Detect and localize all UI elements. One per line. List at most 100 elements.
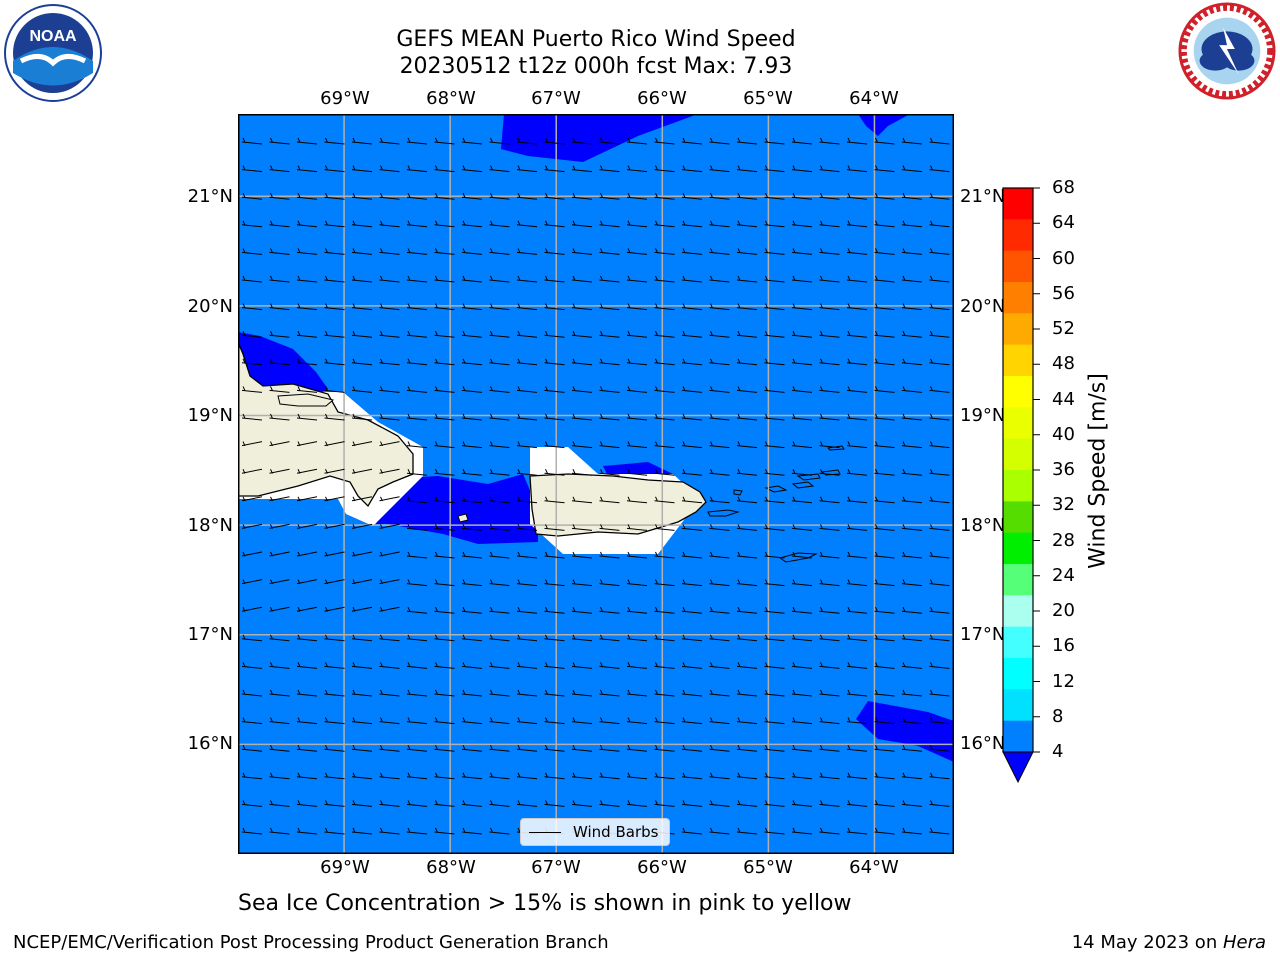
wind-barb <box>269 606 290 612</box>
wind-barb <box>764 634 785 642</box>
legend: Wind Barbs <box>520 818 670 846</box>
wind-barb <box>901 330 923 338</box>
wind-barb <box>489 192 510 200</box>
wind-barb <box>709 441 730 449</box>
wind-barb <box>351 772 373 780</box>
wind-barb <box>461 358 483 366</box>
wind-barb <box>461 192 483 200</box>
wind-barb <box>379 358 400 366</box>
wind-barb <box>351 192 373 200</box>
wind-barb <box>819 744 840 752</box>
wind-barb <box>571 744 593 752</box>
wind-barb <box>599 192 620 200</box>
wind-barb <box>874 413 895 421</box>
wind-barb <box>434 386 455 393</box>
lat-tick-right: 17°N <box>960 624 1006 645</box>
wind-barb <box>874 634 895 642</box>
wind-barb <box>819 441 840 449</box>
wind-barb <box>434 662 455 669</box>
wind-barb <box>736 744 758 752</box>
wind-barb <box>929 441 950 449</box>
colorbar-tick-label: 12 <box>1052 670 1075 692</box>
wind-barb <box>379 248 400 255</box>
wind-barb <box>516 165 538 173</box>
wind-barb <box>626 165 648 173</box>
wind-barb <box>709 579 730 587</box>
wind-barb <box>709 662 730 669</box>
wind-barb <box>709 358 730 366</box>
wind-barb <box>406 551 428 559</box>
wind-barb <box>626 551 648 559</box>
wind-barb <box>296 634 318 642</box>
wind-barb <box>269 800 290 807</box>
wind-barb <box>434 634 455 642</box>
wind-barb <box>709 524 730 531</box>
colorbar-bin <box>1003 407 1033 440</box>
wind-barb <box>544 137 565 145</box>
wind-barb <box>819 579 840 587</box>
wind-barb <box>709 248 730 255</box>
wind-barb <box>874 579 895 587</box>
wind-barb <box>434 717 455 725</box>
wind-barb <box>461 689 483 697</box>
wind-barb <box>901 275 923 283</box>
wind-barb <box>241 303 263 311</box>
wind-barb <box>269 275 290 283</box>
colorbar-tick-label: 64 <box>1052 212 1075 234</box>
wind-barb <box>379 689 400 697</box>
wind-barb <box>461 662 483 669</box>
wind-barb <box>846 220 868 228</box>
wind-barb <box>324 606 345 612</box>
wind-barb <box>681 137 703 145</box>
wind-barb <box>241 248 263 255</box>
wind-barb <box>406 634 428 642</box>
wind-barb <box>626 275 648 283</box>
wind-barb <box>791 330 813 338</box>
wind-barb <box>324 496 345 502</box>
footer-host: Hera <box>1222 932 1266 953</box>
wind-barb <box>901 386 923 393</box>
colorbar-under-arrow <box>1002 751 1034 784</box>
wind-barb <box>489 220 510 228</box>
wind-barb <box>764 220 785 228</box>
wind-barb <box>709 303 730 311</box>
wind-barb <box>461 827 483 835</box>
wind-barb <box>819 717 840 725</box>
wind-barb <box>929 606 950 614</box>
wind-barb <box>571 248 593 255</box>
wind-barb <box>324 220 345 228</box>
wind-barb <box>324 744 345 752</box>
wind-barb <box>296 413 318 421</box>
wind-barb <box>516 551 538 559</box>
wind-barb <box>351 634 373 642</box>
wind-barb <box>791 689 813 697</box>
wind-barb <box>489 579 510 587</box>
noaa-logo: NOAA <box>4 4 102 102</box>
wind-barb <box>296 800 318 807</box>
colorbar-tick-label: 56 <box>1052 282 1075 304</box>
wind-barb <box>379 441 400 447</box>
wind-barb <box>791 551 813 559</box>
wind-barb <box>379 275 400 283</box>
wind-barb <box>461 717 483 725</box>
wind-barb <box>241 523 263 529</box>
lon-tick-bottom: 66°W <box>637 857 687 878</box>
wind-barb <box>764 606 785 614</box>
colorbar-tick-label: 40 <box>1052 423 1075 445</box>
wind-barb <box>544 662 565 669</box>
wind-barb <box>846 275 868 283</box>
wind-barb <box>379 330 400 338</box>
wind-barb <box>709 413 730 421</box>
wind-barb <box>819 468 840 476</box>
lon-tick-top: 65°W <box>743 88 793 109</box>
wind-barb <box>626 248 648 255</box>
wind-barb <box>846 662 868 669</box>
wind-barb <box>324 662 345 669</box>
colorbar-tick-label: 8 <box>1052 705 1064 727</box>
wind-barb <box>544 386 565 393</box>
wind-barb <box>764 137 785 145</box>
wind-barb <box>406 689 428 697</box>
wind-barb <box>626 220 648 228</box>
wind-barb <box>929 468 950 476</box>
wind-barb <box>626 192 648 200</box>
